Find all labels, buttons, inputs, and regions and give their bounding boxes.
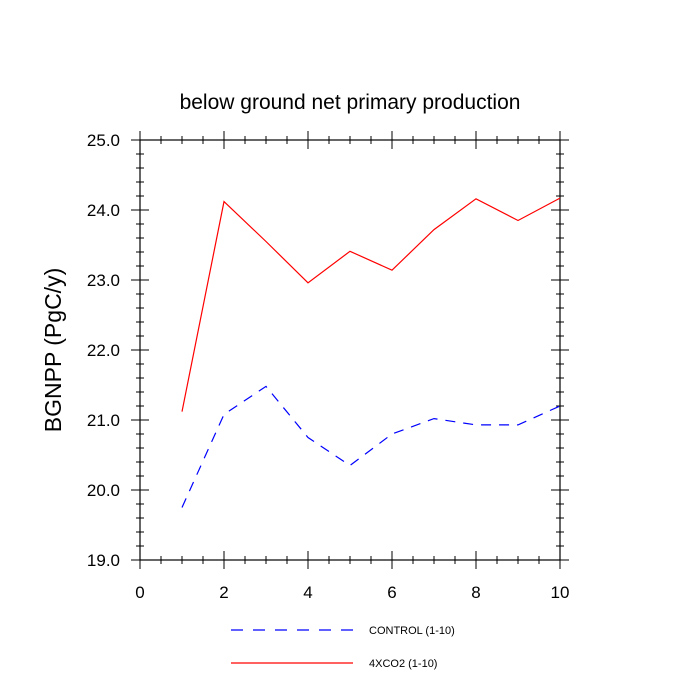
legend-label-4xco2: 4XCO2 (1-10)	[369, 658, 437, 670]
x-tick-label: 2	[219, 583, 228, 602]
chart-title: below ground net primary production	[180, 91, 521, 114]
y-tick-label: 25.0	[87, 131, 120, 150]
y-tick-label: 19.0	[87, 551, 120, 570]
legend: CONTROL (1-10) 4XCO2 (1-10)	[231, 625, 455, 670]
y-tick-label: 24.0	[87, 201, 120, 220]
legend-label-control: CONTROL (1-10)	[369, 625, 455, 637]
x-tick-label: 6	[387, 583, 396, 602]
x-tick-label: 8	[471, 583, 480, 602]
y-tick-labels: 19.0 20.0 21.0 22.0 23.0 24.0 25.0	[87, 131, 120, 570]
series-lines	[181, 197, 561, 508]
plot-frame	[139, 139, 561, 561]
y-tick-label: 23.0	[87, 271, 120, 290]
x-tick-label: 0	[135, 583, 144, 602]
x-tick-label: 4	[303, 583, 312, 602]
y-tick-label: 21.0	[87, 411, 120, 430]
major-ticks	[131, 131, 569, 569]
y-tick-label: 20.0	[87, 481, 120, 500]
series-line-control	[181, 385, 561, 508]
y-tick-label: 22.0	[87, 341, 120, 360]
series-line-4xco2	[181, 197, 561, 412]
x-tick-label: 10	[551, 583, 570, 602]
y-axis-label: BGNPP (PgC/y)	[40, 268, 66, 432]
minor-ticks	[136, 136, 564, 564]
x-tick-labels: 0 2 4 6 8 10	[135, 583, 569, 602]
